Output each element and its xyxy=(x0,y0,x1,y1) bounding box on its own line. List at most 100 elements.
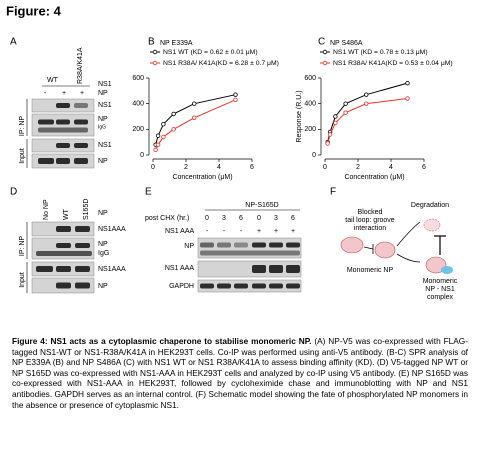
note: Degradation xyxy=(411,202,449,209)
band xyxy=(269,265,283,273)
lane-label: No NP xyxy=(43,199,50,220)
band xyxy=(75,282,90,289)
panel-letter: B xyxy=(148,37,155,48)
band xyxy=(38,119,54,125)
band xyxy=(75,226,90,232)
data-point xyxy=(192,101,197,106)
band xyxy=(269,242,283,248)
blot xyxy=(197,260,302,278)
note: interaction xyxy=(354,225,386,232)
blot xyxy=(197,279,302,293)
band xyxy=(234,242,248,248)
band xyxy=(36,251,92,256)
band xyxy=(38,158,54,164)
row-label: NS1 xyxy=(98,81,112,88)
panel-letter: C xyxy=(318,37,325,48)
x-axis-label: Concentration (μM) xyxy=(344,174,404,181)
band xyxy=(75,266,90,272)
band xyxy=(286,265,300,273)
side-label: IP: NP xyxy=(19,116,26,137)
x-axis-label: Concentration (μM) xyxy=(172,174,232,181)
y-tick-label: 600 xyxy=(304,75,316,82)
data-point xyxy=(327,132,333,137)
row-value: 0 xyxy=(257,215,261,222)
data-point xyxy=(343,110,348,115)
data-point xyxy=(155,142,161,147)
caption-bold: Figure 4: NS1 acts as a cytoplasmic chap… xyxy=(12,336,312,346)
band xyxy=(200,283,214,289)
x-tick-label: 4 xyxy=(389,164,393,171)
np-shape xyxy=(425,256,447,274)
band xyxy=(286,242,300,248)
legend-label: NS1 R38A/ K41A(KD = 6.28 ± 0.7 μM) xyxy=(163,60,279,67)
x-tick-label: 0 xyxy=(151,164,155,171)
x-tick-label: 6 xyxy=(422,164,426,171)
band xyxy=(74,158,88,164)
ns1-shape xyxy=(441,266,453,274)
y-tick-label: 200 xyxy=(304,126,316,133)
blot-label: NS1 xyxy=(98,102,112,109)
blot-label: NP xyxy=(98,158,108,165)
data-point xyxy=(333,120,338,126)
data-point xyxy=(364,101,369,106)
data-point xyxy=(364,92,369,97)
note: Monomeric xyxy=(423,278,458,285)
y-tick-label: 400 xyxy=(132,101,144,108)
band xyxy=(234,283,248,289)
legend-marker xyxy=(152,49,158,55)
data-point xyxy=(405,96,410,101)
band xyxy=(74,119,88,125)
blot-label: NS1 xyxy=(98,142,112,149)
row-label: post CHX (hr.) xyxy=(145,215,189,222)
row-label: + xyxy=(62,90,66,97)
lane-label: R38A/K41A xyxy=(77,47,84,84)
blot-label: IgG xyxy=(98,124,106,130)
x-tick-label: 4 xyxy=(217,164,221,171)
lane-label: WT xyxy=(47,77,59,84)
data-point xyxy=(155,133,161,138)
note: complex xyxy=(427,294,454,301)
blot-label: NP xyxy=(98,116,108,123)
band xyxy=(56,158,70,164)
row-value: + xyxy=(274,228,278,235)
band xyxy=(217,283,231,289)
data-point xyxy=(405,80,410,86)
band xyxy=(269,283,283,289)
side-label: Input xyxy=(19,272,26,288)
blot-label: NS1AAA xyxy=(98,266,126,273)
side-label: IP: NP xyxy=(19,236,26,257)
lane-label: S165D xyxy=(83,199,90,220)
panel-letter: D xyxy=(10,187,17,198)
band xyxy=(74,143,88,148)
panel-title: NP-S165D xyxy=(245,202,278,209)
arrow xyxy=(396,221,421,247)
blot-label: NP xyxy=(184,243,194,250)
y-tick-label: 0 xyxy=(140,152,144,159)
panel-letter: A xyxy=(10,37,17,48)
band xyxy=(75,243,90,248)
row-value: + xyxy=(257,228,261,235)
data-point xyxy=(343,101,348,106)
band xyxy=(36,266,53,272)
series-line xyxy=(155,99,236,151)
row-value: 3 xyxy=(274,215,278,222)
band xyxy=(56,266,71,272)
data-point xyxy=(233,97,238,103)
data-point xyxy=(171,127,176,132)
blot-label: GAPDH xyxy=(169,283,194,290)
note: Blocked xyxy=(358,209,383,216)
band xyxy=(56,226,71,232)
np-shape xyxy=(423,218,441,232)
y-tick-label: 600 xyxy=(132,75,144,82)
blot-label: NS1AAA xyxy=(98,226,126,233)
data-point xyxy=(325,141,330,146)
y-tick-label: 400 xyxy=(304,101,316,108)
legend-marker xyxy=(322,49,328,55)
data-point xyxy=(233,92,238,97)
lane-label: WT xyxy=(63,208,70,220)
blot-label: NP xyxy=(98,283,108,290)
band xyxy=(56,103,70,108)
row-value: 6 xyxy=(239,215,243,222)
legend-label: NS1 R38A/ K41A(KD = 0.53 ± 0.04 μM) xyxy=(333,60,453,67)
x-tick-label: 6 xyxy=(250,164,254,171)
